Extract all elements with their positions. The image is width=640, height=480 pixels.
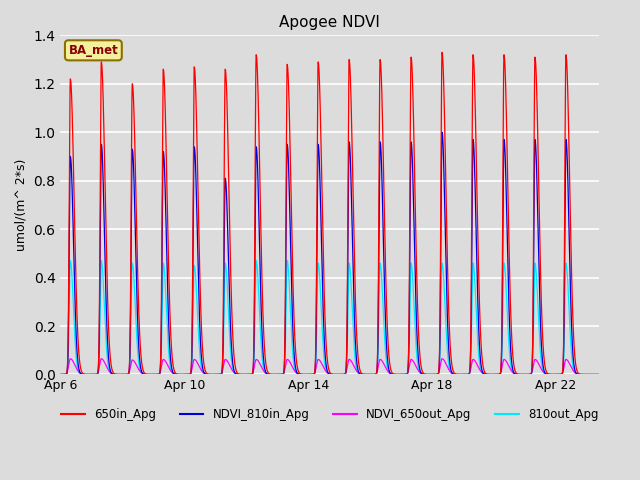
Text: BA_met: BA_met	[68, 44, 118, 57]
Legend: 650in_Apg, NDVI_810in_Apg, NDVI_650out_Apg, 810out_Apg: 650in_Apg, NDVI_810in_Apg, NDVI_650out_A…	[56, 404, 604, 426]
Y-axis label: umol/(m^ 2*s): umol/(m^ 2*s)	[15, 159, 28, 251]
Title: Apogee NDVI: Apogee NDVI	[280, 15, 380, 30]
